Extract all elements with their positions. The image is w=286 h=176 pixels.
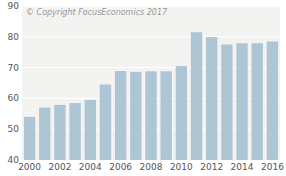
grid-line [22,36,280,37]
bar [100,85,111,160]
x-tick-label: 2004 [79,162,102,172]
bar [85,100,96,160]
x-tick-label: 2006 [109,162,132,172]
x-tick-label: 2012 [200,162,223,172]
bar [145,71,156,160]
x-tick-label: 2002 [48,162,71,172]
bar [206,37,217,160]
watermark: © Copyright FocusEconomics 2017 [26,8,168,17]
bar [69,103,80,160]
bar [54,105,65,160]
x-tick-label: 2014 [231,162,254,172]
y-tick-label: 80 [8,32,20,42]
y-tick-label: 50 [8,124,20,134]
bar [24,117,35,160]
bar [221,45,232,161]
bar [236,43,247,160]
y-tick-label: 90 [8,1,20,11]
bar [115,71,126,160]
bars [24,32,278,160]
chart: 4050607080902000200220042006200820102012… [0,0,286,176]
x-tick-label: 2016 [261,162,284,172]
bar [39,108,50,160]
x-tick-label: 2008 [140,162,163,172]
bar [191,32,202,160]
bar [252,43,263,160]
y-tick-label: 70 [8,63,20,73]
bar [130,72,141,160]
x-tick-label: 2010 [170,162,193,172]
bar [176,66,187,160]
bar [267,41,278,160]
x-tick-label: 2000 [18,162,41,172]
bar [160,71,171,160]
y-tick-label: 60 [8,93,20,103]
grid-line [22,6,280,7]
